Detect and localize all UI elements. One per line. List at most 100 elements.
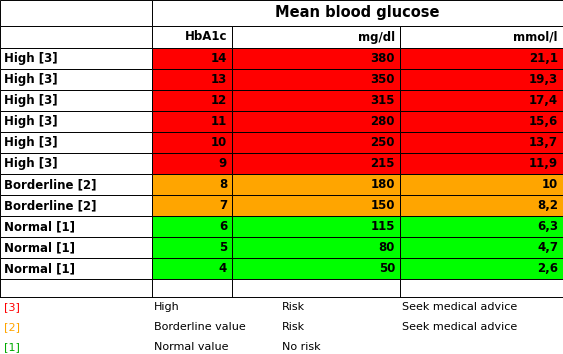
Bar bbox=[152, 195, 232, 216]
Text: Seek medical advice: Seek medical advice bbox=[402, 322, 517, 332]
Text: 11: 11 bbox=[211, 115, 227, 128]
Bar bbox=[152, 111, 232, 132]
Text: HbA1c: HbA1c bbox=[185, 30, 227, 44]
Bar bbox=[0, 69, 152, 90]
Bar bbox=[400, 337, 563, 354]
Bar bbox=[400, 69, 563, 90]
Bar bbox=[0, 174, 152, 195]
Bar bbox=[152, 317, 280, 337]
Text: 150: 150 bbox=[370, 199, 395, 212]
Text: 11,9: 11,9 bbox=[529, 157, 558, 170]
Bar bbox=[232, 216, 400, 237]
Bar bbox=[400, 153, 563, 174]
Text: 180: 180 bbox=[370, 178, 395, 191]
Bar bbox=[0, 153, 152, 174]
Bar bbox=[232, 26, 400, 48]
Bar bbox=[232, 111, 400, 132]
Bar bbox=[400, 279, 563, 297]
Bar bbox=[400, 90, 563, 111]
Text: 10: 10 bbox=[211, 136, 227, 149]
Bar bbox=[152, 90, 232, 111]
Text: High [3]: High [3] bbox=[4, 52, 57, 65]
Bar bbox=[152, 216, 232, 237]
Text: 6,3: 6,3 bbox=[537, 220, 558, 233]
Bar bbox=[0, 216, 152, 237]
Text: High: High bbox=[154, 302, 180, 312]
Bar bbox=[0, 258, 152, 279]
Bar bbox=[152, 337, 280, 354]
Bar bbox=[0, 337, 152, 354]
Bar bbox=[0, 237, 152, 258]
Bar bbox=[0, 279, 152, 297]
Bar bbox=[400, 26, 563, 48]
Bar bbox=[0, 26, 152, 48]
Text: 17,4: 17,4 bbox=[529, 94, 558, 107]
Bar bbox=[0, 195, 152, 216]
Text: 14: 14 bbox=[211, 52, 227, 65]
Bar bbox=[232, 132, 400, 153]
Text: 115: 115 bbox=[370, 220, 395, 233]
Text: 12: 12 bbox=[211, 94, 227, 107]
Text: 13,7: 13,7 bbox=[529, 136, 558, 149]
Bar bbox=[400, 132, 563, 153]
Text: 7: 7 bbox=[219, 199, 227, 212]
Text: 350: 350 bbox=[370, 73, 395, 86]
Text: High [3]: High [3] bbox=[4, 157, 57, 170]
Text: 8,2: 8,2 bbox=[537, 199, 558, 212]
Text: 280: 280 bbox=[370, 115, 395, 128]
Bar bbox=[0, 48, 152, 69]
Text: [2]: [2] bbox=[4, 322, 20, 332]
Bar bbox=[152, 153, 232, 174]
Bar bbox=[0, 0, 152, 26]
Bar bbox=[400, 237, 563, 258]
Text: Borderline value: Borderline value bbox=[154, 322, 246, 332]
Bar bbox=[152, 237, 232, 258]
Bar bbox=[232, 153, 400, 174]
Bar bbox=[280, 317, 400, 337]
Bar bbox=[0, 90, 152, 111]
Text: High [3]: High [3] bbox=[4, 73, 57, 86]
Bar bbox=[232, 48, 400, 69]
Text: 4: 4 bbox=[219, 262, 227, 275]
Text: 80: 80 bbox=[379, 241, 395, 254]
Text: 215: 215 bbox=[370, 157, 395, 170]
Bar bbox=[400, 111, 563, 132]
Text: 315: 315 bbox=[370, 94, 395, 107]
Text: 19,3: 19,3 bbox=[529, 73, 558, 86]
Bar bbox=[152, 0, 563, 26]
Bar bbox=[400, 317, 563, 337]
Bar bbox=[232, 195, 400, 216]
Bar bbox=[152, 174, 232, 195]
Bar bbox=[0, 317, 152, 337]
Text: mmol/l: mmol/l bbox=[513, 30, 558, 44]
Bar bbox=[152, 297, 280, 317]
Text: Normal [1]: Normal [1] bbox=[4, 241, 75, 254]
Bar bbox=[152, 26, 232, 48]
Bar bbox=[280, 337, 400, 354]
Bar bbox=[232, 69, 400, 90]
Bar bbox=[400, 297, 563, 317]
Text: No risk: No risk bbox=[282, 342, 320, 352]
Text: 250: 250 bbox=[370, 136, 395, 149]
Text: 9: 9 bbox=[219, 157, 227, 170]
Bar bbox=[400, 48, 563, 69]
Bar bbox=[0, 111, 152, 132]
Bar bbox=[400, 216, 563, 237]
Text: Risk: Risk bbox=[282, 322, 305, 332]
Bar bbox=[232, 90, 400, 111]
Text: [3]: [3] bbox=[4, 302, 20, 312]
Text: Seek medical advice: Seek medical advice bbox=[402, 302, 517, 312]
Bar bbox=[400, 195, 563, 216]
Text: 50: 50 bbox=[379, 262, 395, 275]
Bar bbox=[400, 258, 563, 279]
Text: 15,6: 15,6 bbox=[529, 115, 558, 128]
Text: 8: 8 bbox=[219, 178, 227, 191]
Text: Borderline [2]: Borderline [2] bbox=[4, 178, 96, 191]
Text: Risk: Risk bbox=[282, 302, 305, 312]
Bar bbox=[0, 297, 152, 317]
Bar bbox=[152, 279, 232, 297]
Text: High [3]: High [3] bbox=[4, 115, 57, 128]
Bar bbox=[232, 174, 400, 195]
Text: Borderline [2]: Borderline [2] bbox=[4, 199, 96, 212]
Text: mg/dl: mg/dl bbox=[358, 30, 395, 44]
